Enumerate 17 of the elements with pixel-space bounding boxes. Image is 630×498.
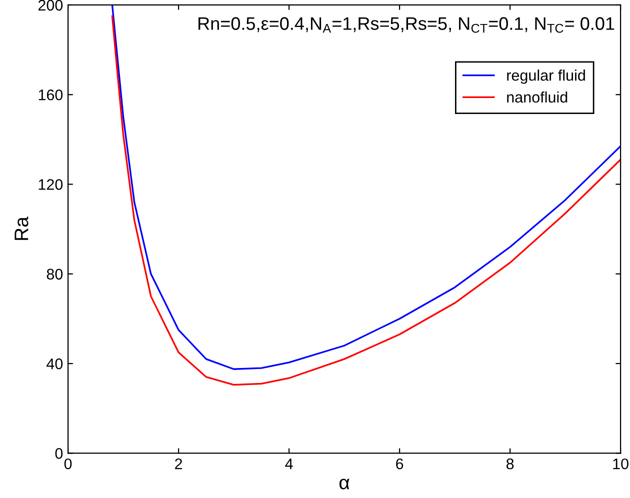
y-tick-label: 120 xyxy=(38,179,63,190)
x-tick-label: 10 xyxy=(613,458,628,470)
y-tick-label: 40 xyxy=(46,358,63,370)
legend-label: nanofluid xyxy=(507,91,568,103)
legend-label: regular fluid xyxy=(507,70,585,84)
x-tick-label: 8 xyxy=(506,458,514,470)
x-tick-label: 0 xyxy=(64,458,72,470)
x-tick-label: 2 xyxy=(175,458,182,470)
x-tick-label: 4 xyxy=(285,458,293,470)
x-axis-title: α xyxy=(339,478,350,490)
annotation: Rn=0.5,ε=0.4,N$_{A}$=1,Rs=5,Rs=5, N$_{CT}$=0.1, N$_{TC}$= 0.01 xyxy=(198,17,614,33)
x-tick-label: 6 xyxy=(396,458,404,470)
y-tick-label: 200 xyxy=(38,0,63,11)
y-tick-label: 160 xyxy=(38,89,63,100)
y-tick-label: 0 xyxy=(55,448,63,459)
y-axis-title: Ra xyxy=(14,216,28,240)
y-tick-label: 80 xyxy=(46,268,63,280)
